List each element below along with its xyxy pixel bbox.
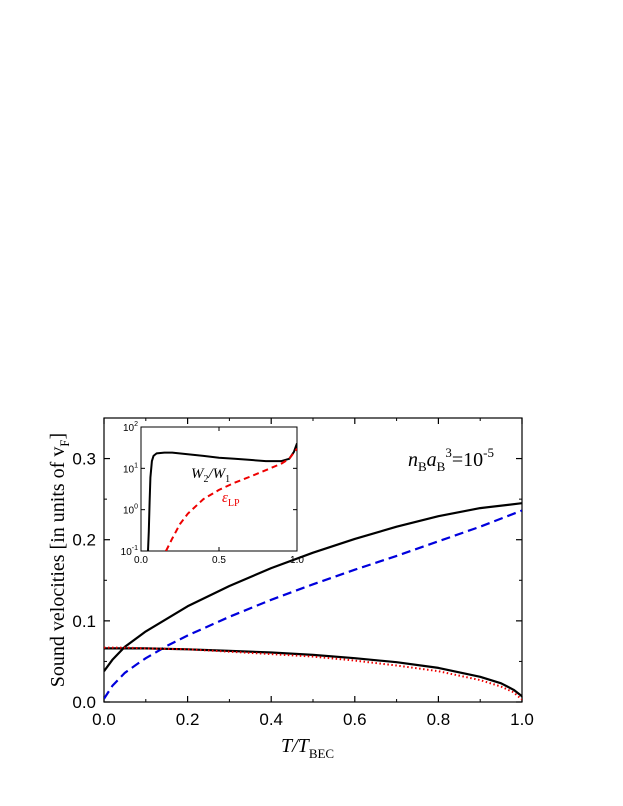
x-tick-label: 0.2 [176,710,200,729]
y-tick-label: 0.1 [72,612,96,631]
y-axis-label: Sound velocities [in units of v​F] [47,433,72,687]
y-tick-label: 0.3 [72,450,96,469]
inset-series [147,443,297,551]
density-annotation: nBaB3=10-5 [408,445,494,474]
inset-x-tick-label: 1.0 [290,555,304,566]
inset-y-tick-label: 10-1 [121,545,138,558]
x-axis-label: T/TBEC [281,735,334,761]
x-tick-label: 0.0 [92,710,116,729]
y-tick-label: 0.0 [72,693,96,712]
inset-x-tick-label: 0.0 [134,555,148,566]
inset-eps-label: εLP [222,490,240,509]
y-tick-label: 0.2 [72,531,96,550]
series-line-4 [104,646,522,701]
x-tick-label: 0.8 [427,710,451,729]
inset-y-tick-label: 101 [123,462,138,475]
x-tick-label: 0.6 [343,710,367,729]
x-tick-label: 0.4 [259,710,283,729]
inset-series-line-2 [165,447,297,551]
inset-y-tick-label: 100 [123,504,138,517]
inset-w-ratio-label: W2/W1 [191,466,230,485]
series-line-3 [104,647,522,698]
inset-series-line-1 [147,443,297,551]
main-series [104,502,522,701]
main-ticks [103,417,523,703]
inset-ticks [140,426,298,552]
inset-tick-labels: 0.0 0.5 1.0 10-1 100 101 102 [121,421,305,566]
inset-y-tick-label: 102 [123,421,138,434]
x-tick-label: 1.0 [510,710,534,729]
inset-x-tick-label: 0.5 [212,555,226,566]
main-tick-labels: 0.0 0.2 0.4 0.6 0.8 1.0 0.0 0.1 0.2 0.3 [72,450,533,729]
